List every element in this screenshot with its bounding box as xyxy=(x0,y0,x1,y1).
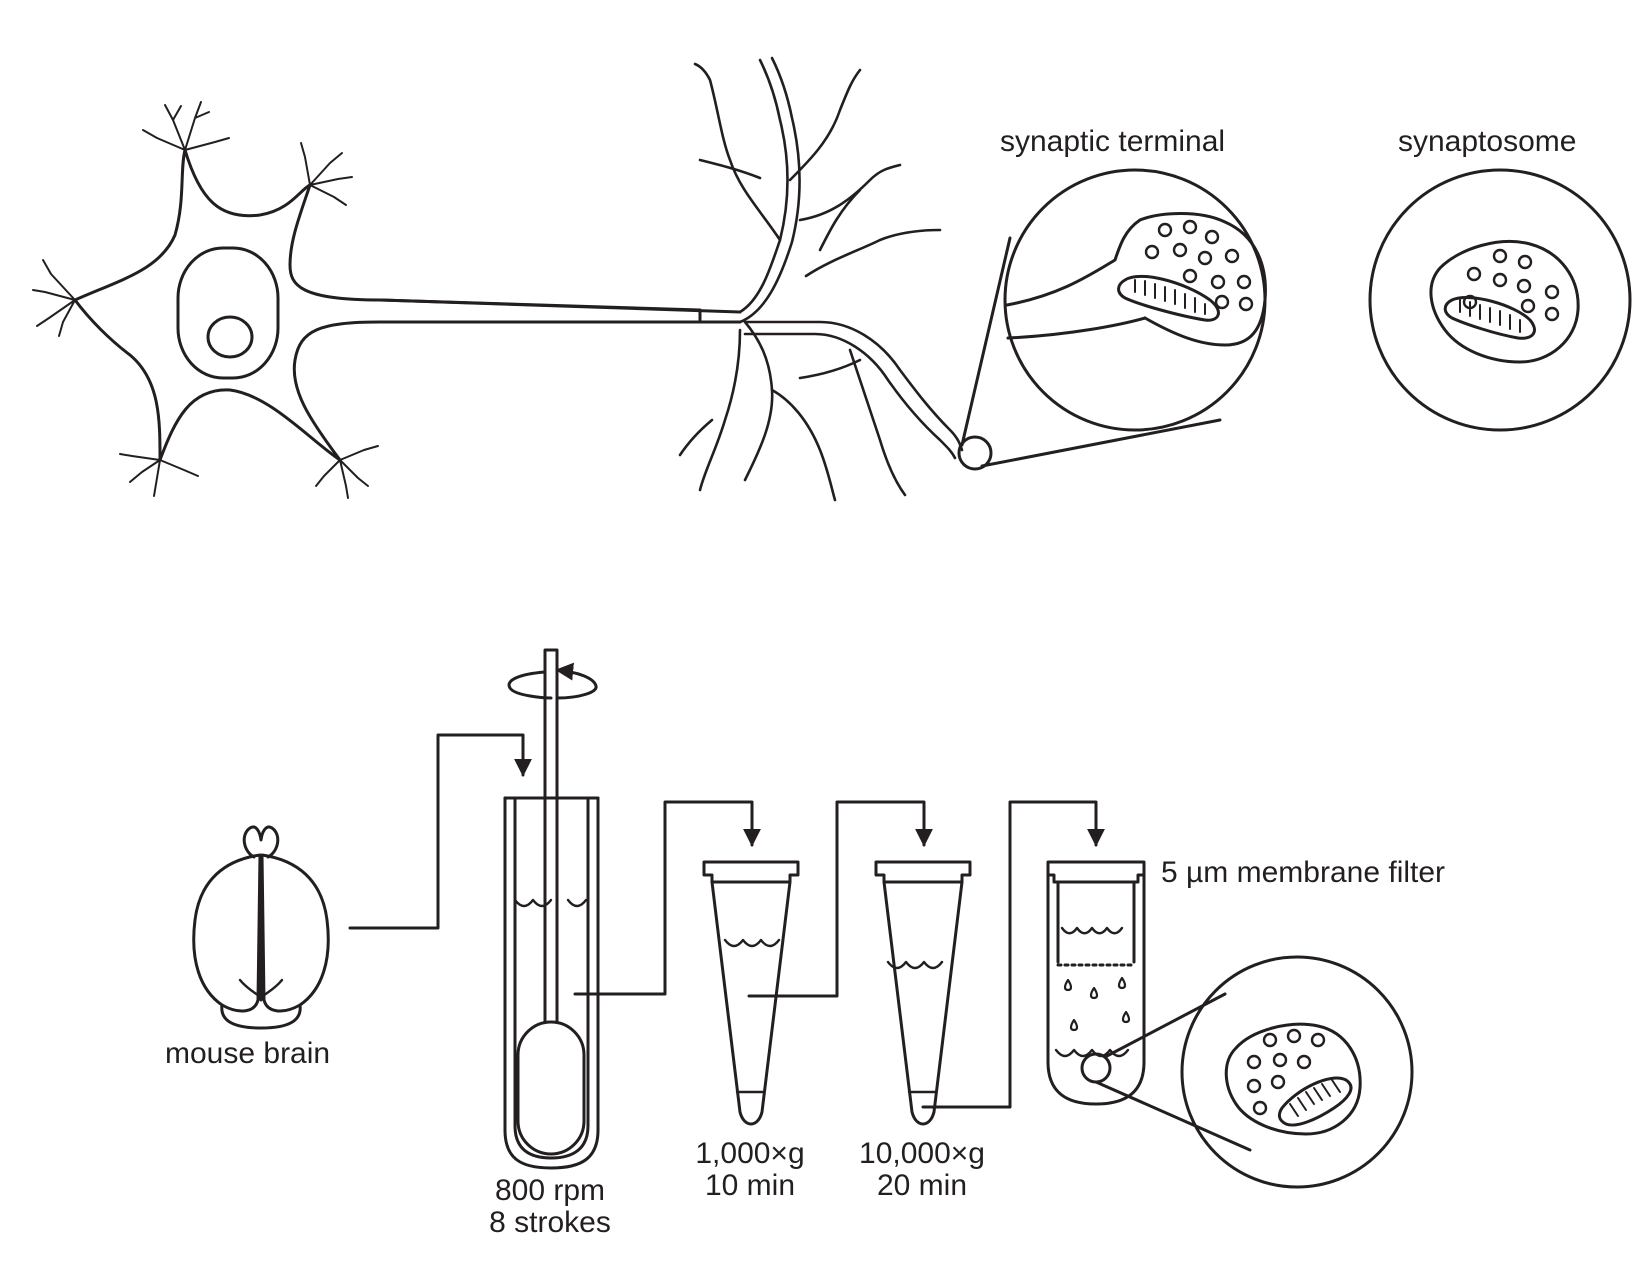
label-spin1-force: 1,000×g xyxy=(695,1137,805,1170)
brain-olfactory-bulbs xyxy=(242,825,280,859)
terminal-circle xyxy=(1003,168,1267,432)
filter-tube xyxy=(1046,860,1146,1106)
terminal-cristae xyxy=(1134,279,1206,315)
neuron-nucleolus xyxy=(206,315,254,359)
label-spin1-step: 1,000×g 10 min xyxy=(665,1137,835,1203)
homogenizer xyxy=(503,648,600,1170)
dendrite-tufts xyxy=(32,101,379,499)
terminal-mitochondrion xyxy=(1117,275,1220,322)
filtrate-liquid xyxy=(1054,1048,1130,1058)
arrow-tube2-to-filter xyxy=(921,800,1105,1109)
synaptosome-zoom xyxy=(1368,168,1632,432)
zoom-line-top xyxy=(960,236,1012,447)
terminal-bouton-outline xyxy=(1138,212,1267,347)
pestle-rod xyxy=(543,648,559,1024)
tube2-body xyxy=(882,880,964,1126)
rotation-arrow xyxy=(507,670,598,700)
terminal-axon xyxy=(1005,218,1142,307)
axon-branches xyxy=(678,56,964,502)
synaptosome-body xyxy=(1429,240,1580,364)
arrow-brain-to-homogenizer xyxy=(348,733,532,930)
filtrate-circle xyxy=(1180,955,1414,1189)
brain-right-hemisphere xyxy=(260,853,330,1013)
label-spin2-force: 10,000×g xyxy=(859,1137,985,1170)
label-homogenizer-speed: 800 rpm xyxy=(494,1174,606,1207)
neuron xyxy=(32,56,993,502)
tube1-body xyxy=(710,880,792,1126)
label-spin2-step: 10,000×g 20 min xyxy=(837,1137,1007,1203)
filter-outer-tube xyxy=(1046,873,1146,1106)
terminal-bouton xyxy=(957,435,993,471)
zoom-line-bottom xyxy=(980,418,1222,468)
synaptic-terminal-zoom xyxy=(1003,168,1267,432)
zoom-line-filtrate-bottom xyxy=(1094,1080,1252,1152)
tube1-cap xyxy=(702,860,800,884)
tube2-liquid xyxy=(886,960,944,970)
centrifuge-tube-2 xyxy=(874,860,972,1126)
filter-insert-liquid xyxy=(1060,926,1124,935)
filtrate-synaptosome-zoom xyxy=(1180,955,1414,1189)
synaptosome-cristae xyxy=(1459,299,1521,333)
label-membrane-filter: 5 µm membrane filter xyxy=(1161,856,1446,889)
label-homogenizer-step: 800 rpm 8 strokes xyxy=(470,1174,630,1240)
terminal-vesicles xyxy=(1144,219,1254,312)
label-synaptic-terminal: synaptic terminal xyxy=(1000,125,1226,158)
filtrate-cristae xyxy=(1289,1079,1341,1117)
tube1-liquid xyxy=(723,938,781,948)
zoom-line-filtrate-top xyxy=(1103,992,1227,1059)
homogenizer-liquid xyxy=(513,898,588,908)
filter-insert xyxy=(1056,880,1136,964)
axon-upper xyxy=(378,298,742,314)
label-mouse-brain: mouse brain xyxy=(165,1037,331,1070)
mouse-brain-drawing xyxy=(192,825,330,1030)
brain-cerebellum xyxy=(220,1003,302,1030)
filtrate-drops xyxy=(1063,976,1131,1032)
synaptosome-circle xyxy=(1368,168,1632,432)
label-spin1-time: 10 min xyxy=(704,1169,796,1203)
arrow-homogenizer-to-tube1 xyxy=(573,800,761,996)
neuron-nucleus xyxy=(176,246,280,380)
label-spin2-time: 20 min xyxy=(876,1169,968,1203)
brain-curve xyxy=(238,978,284,1000)
filtrate-vesicles xyxy=(1246,1028,1326,1116)
brain-left-hemisphere xyxy=(192,853,262,1013)
filtrate-synaptosome-body xyxy=(1224,1022,1362,1136)
homogenizer-outer-tube xyxy=(503,796,600,1170)
pestle-head xyxy=(516,1020,586,1156)
filtrate-mitochondrion xyxy=(1277,1076,1353,1127)
arrow-tube1-to-tube2 xyxy=(747,800,933,998)
terminal-axon xyxy=(1006,316,1147,340)
label-homogenizer-strokes: 8 strokes xyxy=(489,1206,611,1240)
synaptosome-vesicles xyxy=(1462,248,1560,322)
neuron-soma xyxy=(73,148,702,462)
synaptosome-mitochondrion xyxy=(1443,296,1536,340)
tube2-cap xyxy=(874,860,972,884)
label-synaptosome: synaptosome xyxy=(1398,125,1577,158)
filter-cap xyxy=(1046,860,1146,884)
centrifuge-tube-1 xyxy=(702,860,800,1126)
homogenizer-inner-tube xyxy=(513,796,590,1160)
